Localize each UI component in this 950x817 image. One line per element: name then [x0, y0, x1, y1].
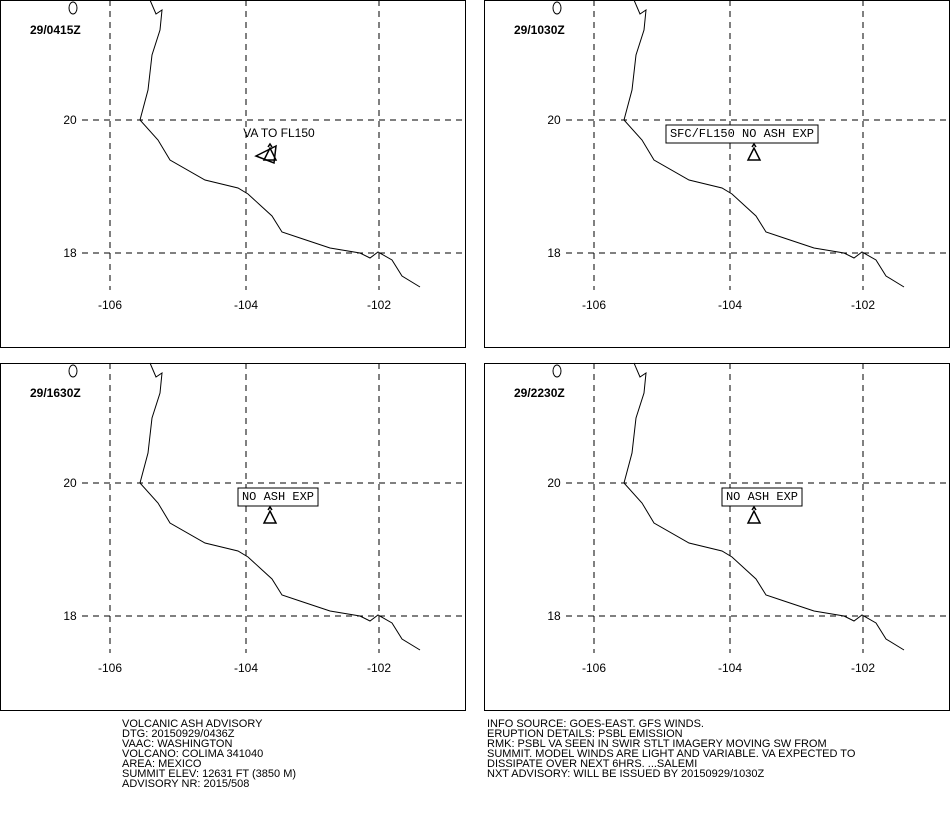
coastline [623, 0, 905, 288]
panel-border [0, 363, 466, 711]
footer-line: SUMMIT ELEV: 12631 FT (3850 M) [122, 768, 296, 780]
volcano-symbol [262, 505, 278, 524]
volcano-symbol [746, 505, 762, 524]
annotation-box [721, 487, 803, 507]
longitude-label: -106 [98, 661, 122, 675]
footer-line: ERUPTION DETAILS: PSBL EMISSION [487, 728, 683, 740]
coastline [139, 0, 421, 288]
longitude-label: -102 [367, 298, 391, 312]
footer-line: AREA: MEXICO [122, 758, 202, 770]
footer-line: RMK: PSBL VA SEEN IN SWIR STLT IMAGERY M… [487, 738, 827, 750]
latitude-label: 18 [547, 609, 561, 623]
panel-border [484, 363, 950, 711]
valid-time: 29/1630Z [30, 386, 81, 400]
longitude-label: -104 [234, 661, 258, 675]
footer-line: SUMMIT. MODEL WINDS ARE LIGHT AND VARIAB… [487, 748, 856, 760]
island [552, 1, 562, 15]
longitude-label: -102 [851, 298, 875, 312]
annotation: VA TO FL150 [243, 126, 315, 140]
latitude-label: 18 [63, 246, 77, 260]
footer-line: ADVISORY NR: 2015/508 [122, 778, 249, 790]
latitude-label: 20 [63, 476, 77, 490]
valid-time: 29/2230Z [514, 386, 565, 400]
footer-line: INFO SOURCE: GOES-EAST. GFS WINDS. [487, 718, 704, 730]
longitude-label: -106 [98, 298, 122, 312]
longitude-label: -104 [718, 661, 742, 675]
island [68, 364, 78, 378]
longitude-label: -102 [367, 661, 391, 675]
annotation: NO ASH EXP [726, 490, 798, 504]
longitude-label: -106 [582, 661, 606, 675]
footer-line: NXT ADVISORY: WILL BE ISSUED BY 20150929… [487, 768, 764, 780]
annotation-box [237, 487, 319, 507]
valid-time: 29/1030Z [514, 23, 565, 37]
annotation: NO ASH EXP [242, 490, 314, 504]
ash-area [254, 144, 277, 165]
longitude-label: -104 [718, 298, 742, 312]
island [68, 1, 78, 15]
footer-line: DISSIPATE OVER NEXT 6HRS. ...SALEMI [487, 758, 697, 770]
longitude-label: -106 [582, 298, 606, 312]
latitude-label: 20 [547, 476, 561, 490]
annotation-box [665, 124, 819, 144]
latitude-label: 18 [547, 246, 561, 260]
map-panel: 20 18 -106 -104 -102 29/2230Z NO ASH EXP [484, 362, 950, 711]
longitude-label: -104 [234, 298, 258, 312]
footer-line: VAAC: WASHINGTON [122, 738, 232, 750]
map-panel: 20 18 -106 -104 -102 29/1030Z SFC/FL150 NO ASH… [484, 0, 950, 348]
valid-time: 29/0415Z [30, 23, 81, 37]
coastline [623, 362, 905, 651]
map-panel: 20 18 -106 -104 -102 29/1630Z NO ASH EXP [0, 362, 466, 711]
footer-line: DTG: 20150929/0436Z [122, 728, 235, 740]
latitude-label: 20 [547, 113, 561, 127]
panel-border [484, 0, 950, 348]
panel-border [0, 0, 466, 348]
latitude-label: 18 [63, 609, 77, 623]
annotation: SFC/FL150 NO ASH EXP [670, 127, 814, 141]
latitude-label: 20 [63, 113, 77, 127]
footer-line: VOLCANIC ASH ADVISORY [122, 718, 263, 730]
footer-line: VOLCANO: COLIMA 341040 [122, 748, 263, 760]
longitude-label: -102 [851, 661, 875, 675]
coastline [139, 362, 421, 651]
map-panel: 20 18 -106 -104 -102 29/0415Z VA TO FL150 [0, 0, 466, 348]
volcano-symbol [746, 142, 762, 161]
island [552, 364, 562, 378]
